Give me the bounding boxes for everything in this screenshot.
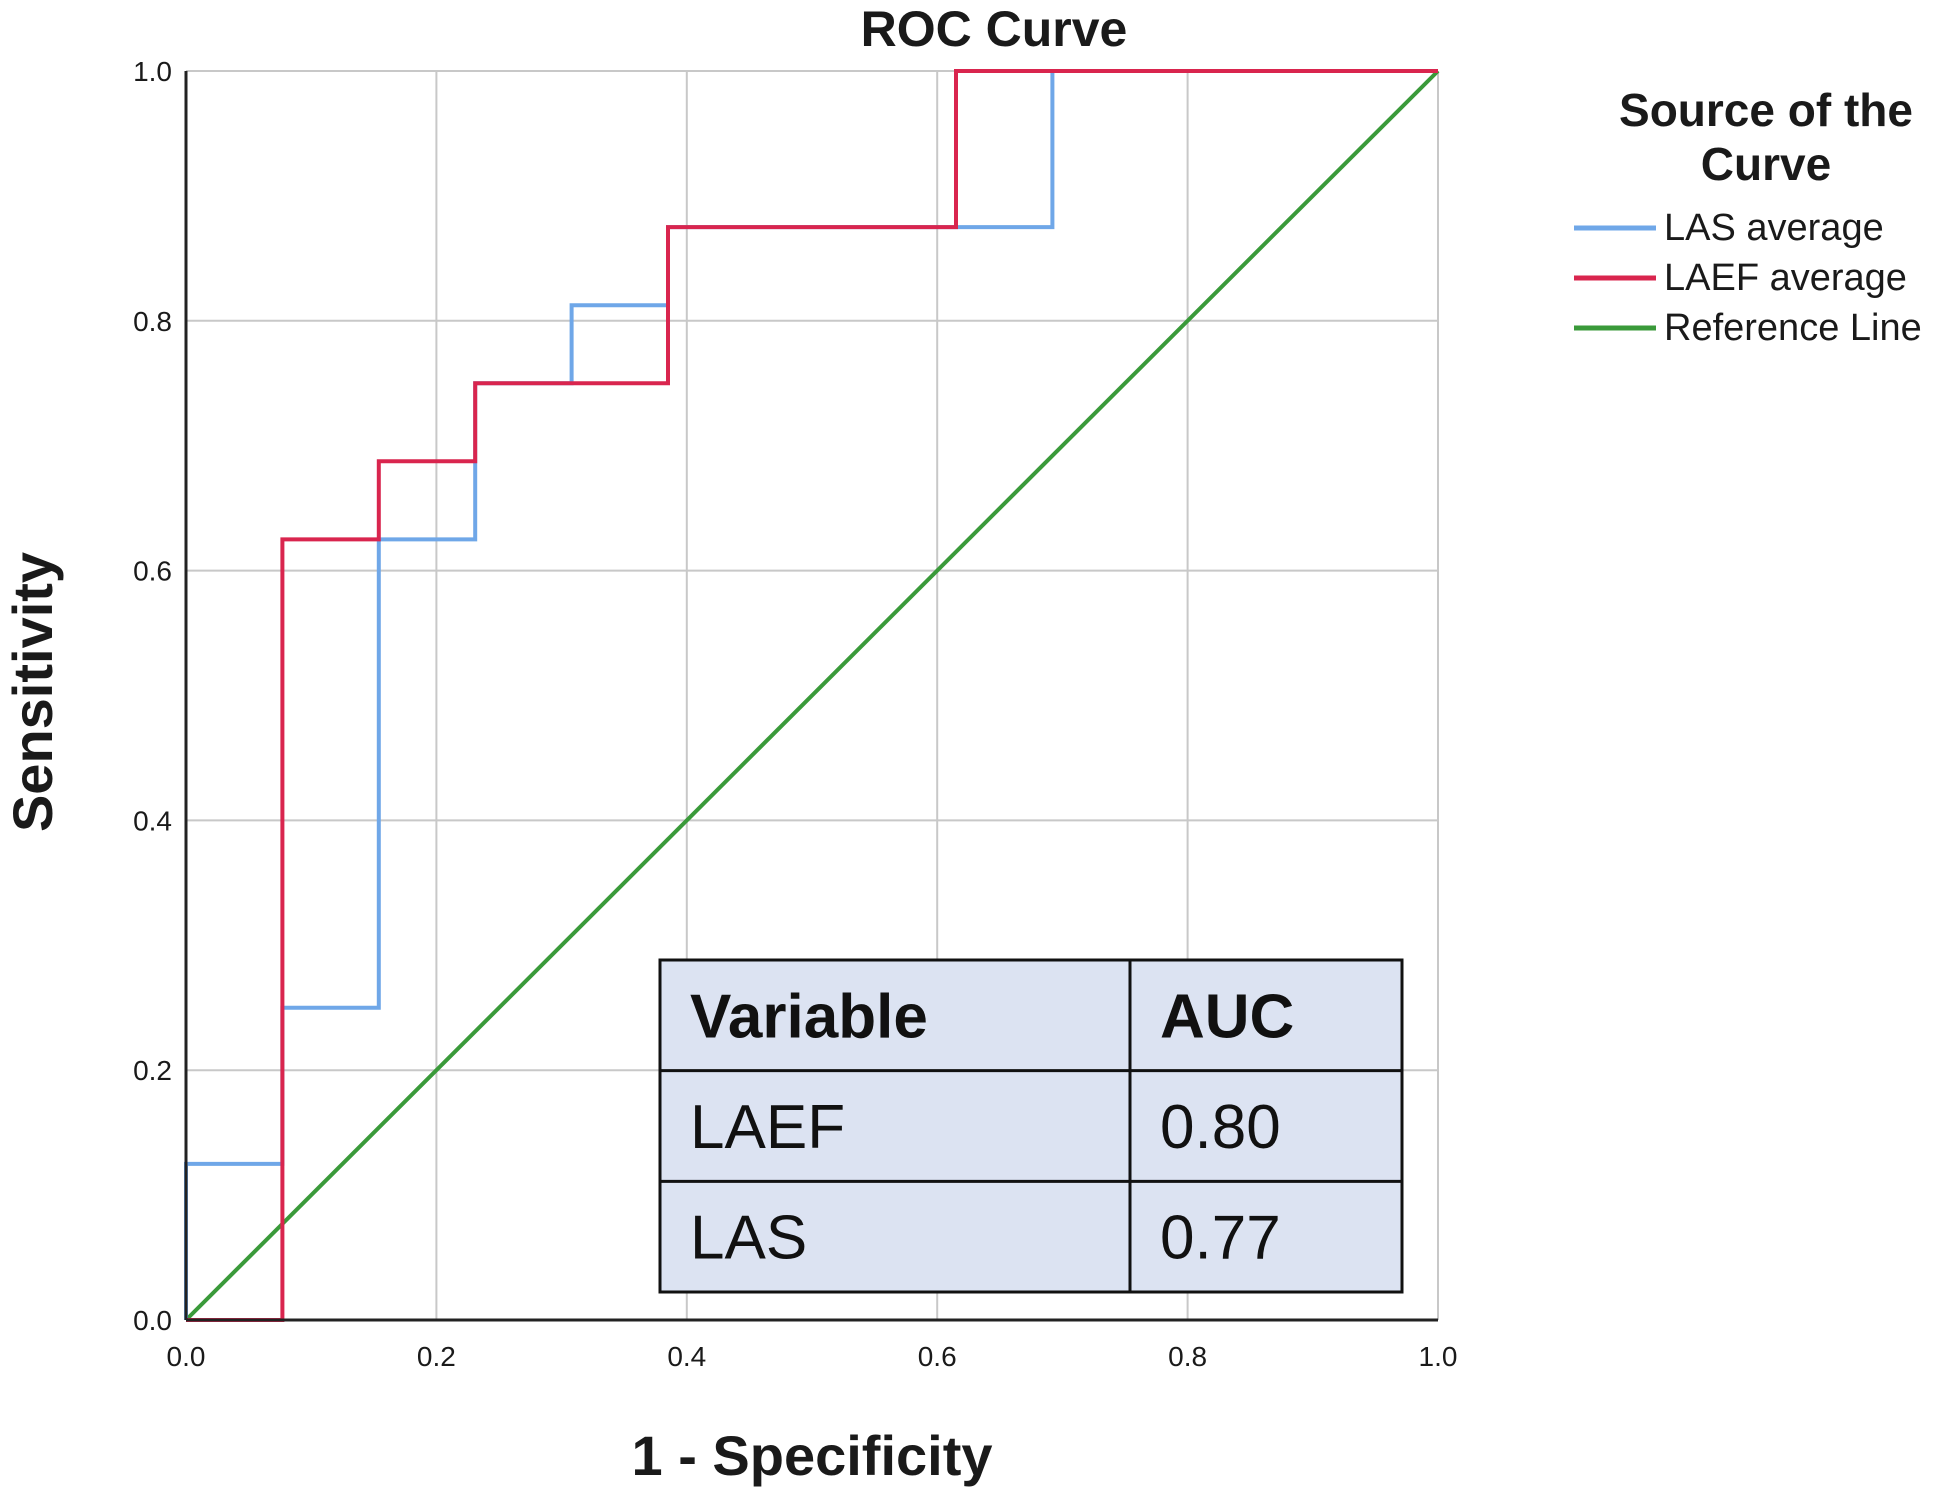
legend-title-line-1: Source of the <box>1619 84 1913 136</box>
x-tick-label: 1.0 <box>1419 1341 1458 1372</box>
y-tick-label: 0.4 <box>133 805 172 836</box>
y-tick-label: 0.8 <box>133 306 172 337</box>
x-tick-label: 0.2 <box>417 1341 456 1372</box>
laef-average-series-line <box>186 69 1438 1322</box>
legend-title-line-2: Curve <box>1701 138 1831 190</box>
auc-table-header-cell: AUC <box>1160 982 1294 1051</box>
series-layer <box>184 69 1440 1322</box>
y-tick-label: 0.6 <box>133 556 172 587</box>
auc-table-cell: 0.80 <box>1160 1093 1281 1162</box>
x-tick-label: 0.6 <box>918 1341 957 1372</box>
y-tick-label: 0.0 <box>133 1305 172 1336</box>
legend-label-reference-line: Reference Line <box>1664 307 1922 349</box>
x-tick-label: 0.4 <box>667 1341 706 1372</box>
auc-table-background <box>658 958 1404 1294</box>
y-tick-label: 1.0 <box>133 56 172 87</box>
auc-table: Variable AUC LAEF 0.80 LAS 0.77 <box>658 958 1404 1294</box>
chart-title: ROC Curve <box>861 1 1128 57</box>
auc-table-cell: LAEF <box>690 1093 845 1162</box>
auc-table-cell: 0.77 <box>1160 1204 1281 1273</box>
grid-layer <box>185 70 1439 1321</box>
legend-label-las-average: LAS average <box>1664 207 1884 249</box>
x-axis-label: 1 - Specificity <box>631 1424 992 1487</box>
legend: Source of the Curve LAS average LAEF aver… <box>1574 84 1922 349</box>
auc-table-cell: LAS <box>690 1204 807 1273</box>
x-tick-label: 0.8 <box>1168 1341 1207 1372</box>
legend-label-laef-average: LAEF average <box>1664 257 1907 299</box>
auc-table-header-cell: Variable <box>690 982 928 1051</box>
axes-layer: 0.0 0.2 0.4 0.6 0.8 1.0 0.0 0.2 0.4 0.6 0.8 1.0 <box>133 56 1457 1372</box>
y-tick-label: 0.2 <box>133 1055 172 1086</box>
x-tick-label: 0.0 <box>167 1341 206 1372</box>
legend-items: LAS average LAEF average Reference Line <box>1574 207 1922 349</box>
reference-line-series-line <box>184 69 1440 1322</box>
y-axis-label: Sensitivity <box>1 552 64 832</box>
